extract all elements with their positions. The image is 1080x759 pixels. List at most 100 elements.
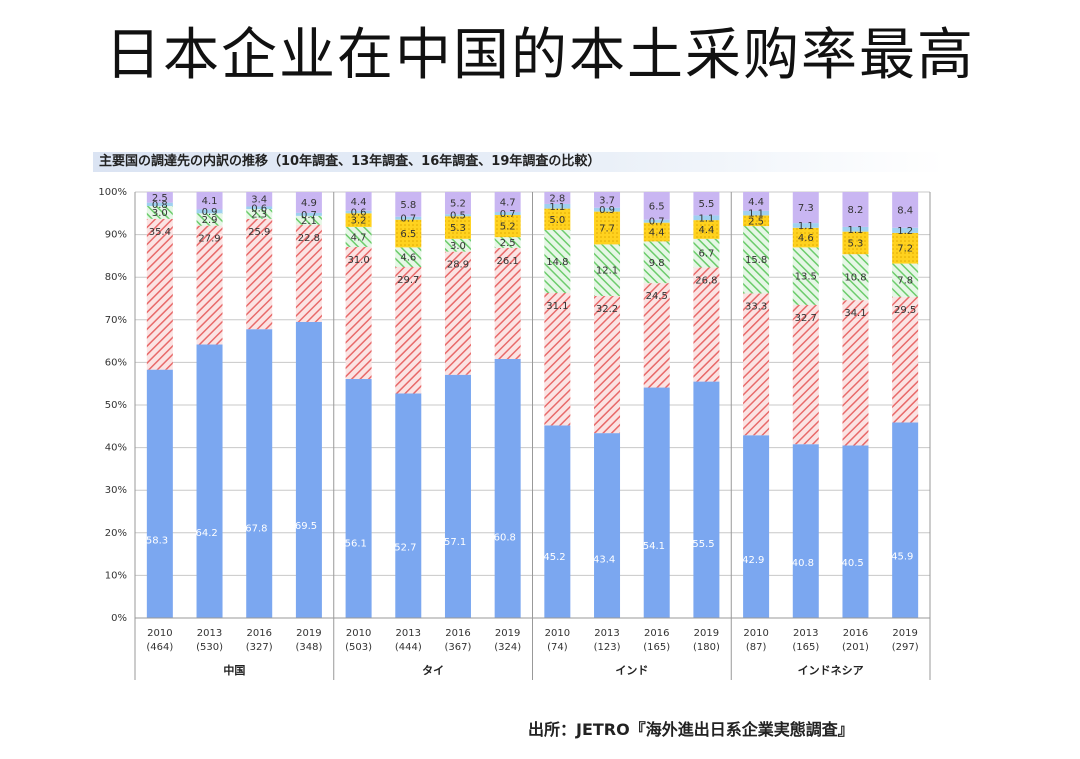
data-label: 42.9 xyxy=(742,555,764,566)
bar-segment xyxy=(444,216,471,239)
data-label: 56.1 xyxy=(345,538,367,549)
data-label: 1.1 xyxy=(698,213,714,224)
bar-segment xyxy=(892,263,919,297)
data-label: 64.2 xyxy=(196,528,218,539)
bar-segment xyxy=(246,218,273,330)
bar-segment xyxy=(345,213,372,227)
x-sample-size-label: (180) xyxy=(693,642,720,653)
data-label: 24.5 xyxy=(646,291,668,302)
page-title: 日本企业在中国的本土采购率最高 xyxy=(105,23,975,88)
data-label: 32.2 xyxy=(596,304,618,315)
bar-segment xyxy=(743,435,770,618)
x-category-label: 2016 xyxy=(445,628,470,639)
x-sample-size-label: (201) xyxy=(842,642,869,653)
y-tick-label: 100% xyxy=(98,187,127,198)
data-label: 31.0 xyxy=(347,255,369,266)
bar-segment xyxy=(494,237,521,248)
bar-segment xyxy=(395,219,422,248)
data-label: 31.1 xyxy=(546,301,568,312)
bar-segment xyxy=(246,209,273,219)
data-label: 13.5 xyxy=(795,272,817,283)
source-note: 出所：JETRO『海外進出日系企業実態調査』 xyxy=(528,720,854,739)
bar-segment xyxy=(246,192,273,207)
data-label: 8.2 xyxy=(848,205,864,216)
bar-segment xyxy=(892,296,919,423)
data-label: 12.1 xyxy=(596,266,618,277)
bar-segment xyxy=(892,422,919,618)
x-sample-size-label: (464) xyxy=(146,642,173,653)
x-sample-size-label: (444) xyxy=(395,642,422,653)
x-sample-size-label: (165) xyxy=(792,642,819,653)
bar-segment xyxy=(395,216,422,220)
bar-segment xyxy=(743,210,770,216)
data-label: 6.7 xyxy=(698,249,714,260)
data-label: 52.7 xyxy=(394,543,416,554)
bar-segment xyxy=(643,283,670,388)
bar-segment xyxy=(842,231,869,255)
bar-segment xyxy=(842,226,869,232)
y-tick-label: 40% xyxy=(105,443,127,454)
data-label: 32.7 xyxy=(795,313,817,324)
data-label: 4.9 xyxy=(301,198,317,209)
x-sample-size-label: (87) xyxy=(746,642,767,653)
bar-segment xyxy=(494,192,521,213)
bar-segment xyxy=(842,254,869,301)
bar-segment xyxy=(544,192,571,204)
y-tick-label: 10% xyxy=(105,570,127,581)
bar-segment xyxy=(146,206,173,219)
bar-segment xyxy=(295,192,322,213)
x-group-label: インドネシア xyxy=(798,664,864,677)
bar-segment xyxy=(246,206,273,210)
bar-segment xyxy=(643,387,670,618)
data-label: 0.9 xyxy=(599,205,615,216)
data-label: 54.1 xyxy=(643,541,665,552)
data-label: 2.9 xyxy=(202,215,218,226)
bar-segment xyxy=(594,295,621,434)
bar-segment xyxy=(693,381,720,618)
y-tick-label: 80% xyxy=(105,272,127,283)
data-label: 45.2 xyxy=(543,552,565,563)
data-label: 0.6 xyxy=(351,208,367,219)
bar-segment xyxy=(295,215,322,225)
bar-segment xyxy=(842,300,869,446)
bar-segment xyxy=(743,226,770,294)
data-label: 4.6 xyxy=(798,233,814,244)
data-label: 33.3 xyxy=(745,301,767,312)
bar-segment xyxy=(594,192,621,208)
bar-segment xyxy=(693,220,720,239)
data-label: 26.1 xyxy=(497,256,519,267)
data-label: 4.7 xyxy=(351,232,367,243)
data-label: 60.8 xyxy=(494,532,516,543)
bar-segment xyxy=(494,215,521,238)
data-label: 0.9 xyxy=(202,207,218,218)
data-label: 7.8 xyxy=(897,276,913,287)
data-label: 3.7 xyxy=(599,195,615,206)
data-label: 6.5 xyxy=(649,201,665,212)
data-label: 3.0 xyxy=(152,208,168,219)
bar-segment xyxy=(643,192,670,220)
data-label: 3.0 xyxy=(450,241,466,252)
bar-segment xyxy=(345,246,372,380)
data-label: 69.5 xyxy=(295,521,317,532)
data-label: 4.4 xyxy=(698,225,714,236)
bar-segment xyxy=(146,218,173,370)
data-label: 0.6 xyxy=(251,203,267,214)
data-label: 15.8 xyxy=(745,255,767,266)
bar-segment xyxy=(444,251,471,375)
bar-segment xyxy=(544,203,571,209)
data-label: 2.5 xyxy=(748,216,764,227)
data-label: 5.8 xyxy=(400,200,416,211)
data-label: 34.1 xyxy=(844,308,866,319)
data-label: 1.1 xyxy=(748,209,764,220)
bar-segment xyxy=(345,379,372,618)
bar-segment xyxy=(146,369,173,618)
bar-segment xyxy=(345,226,372,247)
data-label: 6.5 xyxy=(400,229,416,240)
data-label: 29.5 xyxy=(894,305,916,316)
x-sample-size-label: (74) xyxy=(547,642,568,653)
bar-segment xyxy=(594,211,621,245)
bar-segment xyxy=(693,192,720,216)
x-sample-size-label: (297) xyxy=(892,642,919,653)
data-label: 0.7 xyxy=(400,214,416,225)
data-label: 1.2 xyxy=(897,226,913,237)
